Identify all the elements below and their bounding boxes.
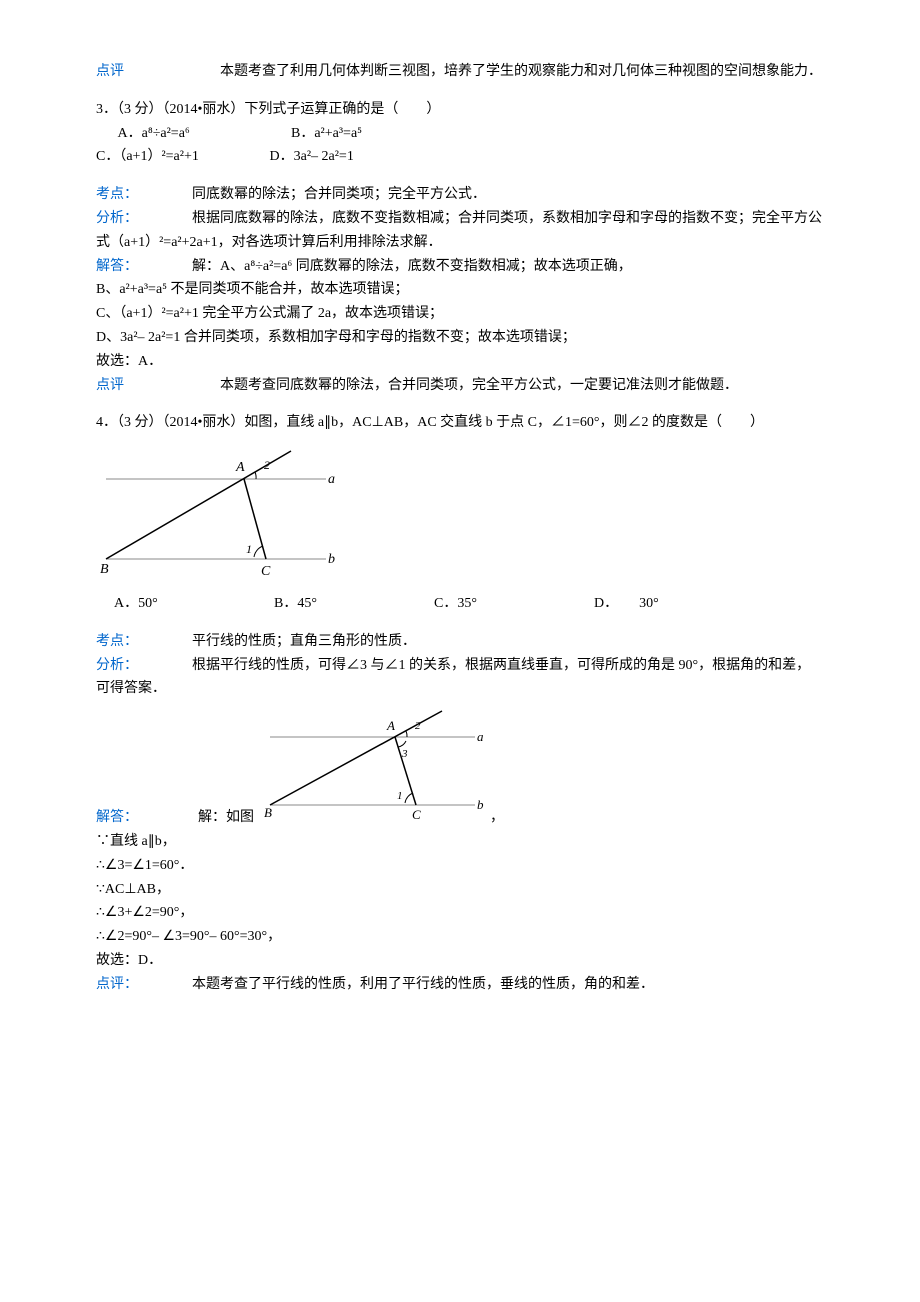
svg-text:2: 2	[415, 720, 421, 732]
q4-figure-2: A B C a b 1 2 3	[260, 701, 490, 830]
q3-opt-b: B．a²+a³=a⁵	[291, 122, 461, 146]
svg-text:A: A	[386, 718, 395, 733]
q4-jieda-prefix: 解：如图	[198, 806, 254, 830]
label-dianping: 点评：	[96, 973, 192, 997]
label-dianping: 点评	[96, 378, 124, 393]
q4-jieda-row: 解答： 解：如图 A B C a b 1 2 3 ，	[96, 701, 824, 830]
q4: 4．（3 分）（2014•丽水）如图，直线 a∥b，AC⊥AB，AC 交直线 b…	[96, 411, 824, 615]
q3-stem: 3．（3 分）（2014•丽水）下列式子运算正确的是（ ）	[96, 98, 824, 122]
q3-jieda-l5: 故选：A．	[96, 350, 824, 374]
q2-comment: 点评 本题考查了利用几何体判断三视图，培养了学生的观察能力和对几何体三种视图的空间…	[96, 60, 824, 84]
label-b: b	[328, 552, 335, 567]
label-C: C	[261, 564, 271, 579]
q3-dianping-body: 本题考查同底数幂的除法，合并同类项，完全平方公式，一定要记准法则才能做题．	[220, 378, 738, 393]
q4-l3: ∵AC⊥AB，	[96, 878, 824, 902]
q4-figure-1: A B C a b 1 2	[96, 439, 824, 588]
q2-comment-line: 点评 本题考查了利用几何体判断三视图，培养了学生的观察能力和对几何体三种视图的空间…	[96, 60, 824, 84]
label-jieda: 解答：	[96, 806, 192, 830]
svg-text:3: 3	[401, 748, 408, 760]
q3-kaodian: 考点：同底数幂的除法；合并同类项；完全平方公式．	[96, 183, 824, 207]
q4-l4: ∴∠3+∠2=90°，	[96, 901, 824, 925]
q4-opt-b: B．45°	[274, 592, 434, 616]
q3-jieda: 解答：解：A、a⁸÷a²=a⁶ 同底数幂的除法，底数不变指数相减；故本选项正确，	[96, 255, 824, 279]
q3-jieda-l1: 解：A、a⁸÷a²=a⁶ 同底数幂的除法，底数不变指数相减；故本选项正确，	[192, 259, 632, 274]
label-1: 1	[246, 542, 252, 556]
q4-kaodian-body: 平行线的性质；直角三角形的性质．	[192, 634, 416, 649]
q3-opt-c: C．（a+1）²=a²+1	[96, 145, 266, 169]
q4-kaodian: 考点：平行线的性质；直角三角形的性质．	[96, 630, 824, 654]
q3-fenxi-body: 根据同底数幂的除法，底数不变指数相减；合并同类项，系数相加字母和字母的指数不变；…	[96, 211, 822, 250]
geometry-figure-icon: A B C a b 1 2 3	[260, 701, 490, 821]
q4-opt-a: A．50°	[114, 592, 274, 616]
label-fenxi: 分析：	[96, 654, 192, 678]
q4-fenxi: 分析：根据平行线的性质，可得∠3 与∠1 的关系，根据两直线垂直，可得所成的角是…	[96, 654, 824, 702]
q3-opt-a: A．a⁸÷a²=a⁶	[118, 122, 288, 146]
q4-opt-c: C．35°	[434, 592, 594, 616]
q3-dianping: 点评 本题考查同底数幂的除法，合并同类项，完全平方公式，一定要记准法则才能做题．	[96, 374, 824, 398]
svg-text:a: a	[477, 729, 484, 744]
label-jieda: 解答：	[96, 255, 192, 279]
q3-opt-d: D．3a²– 2a²=1	[270, 145, 440, 169]
svg-text:B: B	[264, 805, 272, 820]
q4-l1: ∵直线 a∥b，	[96, 830, 824, 854]
q4-solution: 考点：平行线的性质；直角三角形的性质． 分析：根据平行线的性质，可得∠3 与∠1…	[96, 630, 824, 997]
label-kaodian: 考点：	[96, 183, 192, 207]
q4-l2: ∴∠3=∠1=60°．	[96, 854, 824, 878]
q2-comment-body: 本题考查了利用几何体判断三视图，培养了学生的观察能力和对几何体三种视图的空间想象…	[220, 64, 822, 79]
geometry-figure-icon: A B C a b 1 2	[96, 439, 346, 579]
label-dianping: 点评	[96, 64, 124, 79]
label-fenxi: 分析：	[96, 207, 192, 231]
q3-options-row2: C．（a+1）²=a²+1 D．3a²– 2a²=1	[96, 145, 824, 169]
svg-text:C: C	[412, 807, 421, 821]
q4-fenxi-body: 根据平行线的性质，可得∠3 与∠1 的关系，根据两直线垂直，可得所成的角是 90…	[96, 658, 810, 697]
q3-fenxi: 分析：根据同底数幂的除法，底数不变指数相减；合并同类项，系数相加字母和字母的指数…	[96, 207, 824, 255]
q3: 3．（3 分）（2014•丽水）下列式子运算正确的是（ ） A．a⁸÷a²=a⁶…	[96, 98, 824, 169]
q3-solution: 考点：同底数幂的除法；合并同类项；完全平方公式． 分析：根据同底数幂的除法，底数…	[96, 183, 824, 397]
q3-kaodian-body: 同底数幂的除法；合并同类项；完全平方公式．	[192, 187, 486, 202]
label-A: A	[235, 460, 245, 475]
q3-jieda-l2: B、a²+a³=a⁵ 不是同类项不能合并，故本选项错误；	[96, 278, 824, 302]
svg-text:1: 1	[397, 790, 403, 802]
label-B: B	[100, 562, 109, 577]
svg-text:b: b	[477, 797, 484, 812]
q4-l6: 故选：D．	[96, 949, 824, 973]
q4-dianping-body: 本题考查了平行线的性质，利用了平行线的性质，垂线的性质，角的和差．	[192, 977, 654, 992]
q4-dianping: 点评：本题考查了平行线的性质，利用了平行线的性质，垂线的性质，角的和差．	[96, 973, 824, 997]
q4-stem: 4．（3 分）（2014•丽水）如图，直线 a∥b，AC⊥AB，AC 交直线 b…	[96, 411, 824, 435]
q3-jieda-l4: D、3a²– 2a²=1 合并同类项，系数相加字母和字母的指数不变；故本选项错误…	[96, 326, 824, 350]
q4-jieda-suffix: ，	[490, 806, 504, 830]
q3-options-row1: A．a⁸÷a²=a⁶ B．a²+a³=a⁵	[96, 122, 824, 146]
q4-l5: ∴∠2=90°– ∠3=90°– 60°=30°，	[96, 925, 824, 949]
q4-options: A．50° B．45° C．35° D． 30°	[96, 592, 824, 616]
q4-opt-d: D． 30°	[594, 592, 754, 616]
label-2: 2	[264, 458, 270, 472]
label-a: a	[328, 472, 335, 487]
q3-jieda-l3: C、（a+1）²=a²+1 完全平方公式漏了 2a，故本选项错误；	[96, 302, 824, 326]
label-kaodian: 考点：	[96, 630, 192, 654]
